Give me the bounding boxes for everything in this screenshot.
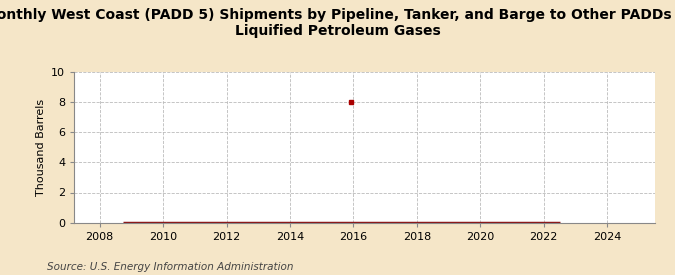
Text: Monthly West Coast (PADD 5) Shipments by Pipeline, Tanker, and Barge to Other PA: Monthly West Coast (PADD 5) Shipments by… <box>0 8 675 38</box>
Y-axis label: Thousand Barrels: Thousand Barrels <box>36 98 46 196</box>
Text: Source: U.S. Energy Information Administration: Source: U.S. Energy Information Administ… <box>47 262 294 272</box>
